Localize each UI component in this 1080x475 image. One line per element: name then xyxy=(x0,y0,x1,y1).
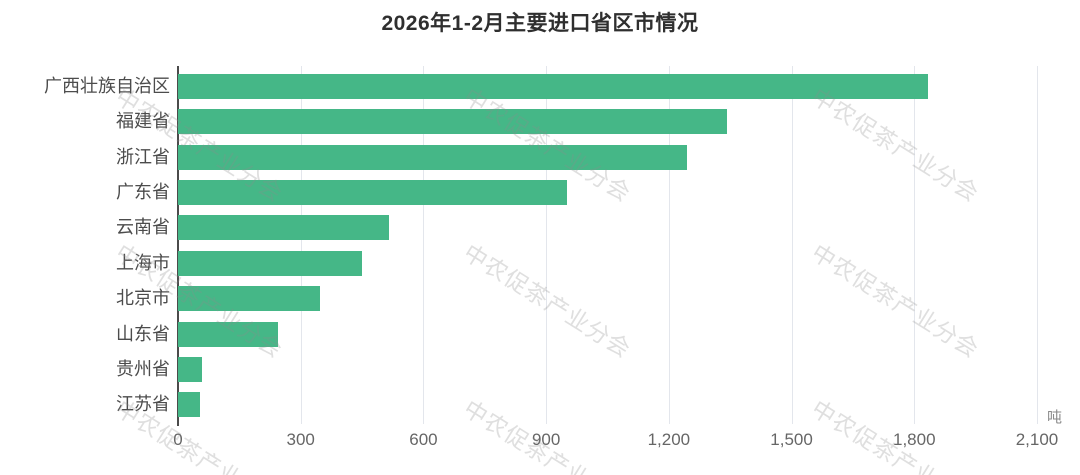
category-label: 贵州省 xyxy=(116,359,170,379)
bar xyxy=(178,215,390,241)
x-tick-label: 1,200 xyxy=(647,430,691,449)
category-label: 上海市 xyxy=(116,252,170,273)
gridline xyxy=(914,66,916,424)
y-axis-line xyxy=(177,66,179,426)
x-tick-label: 1,800 xyxy=(893,430,936,449)
x-tick-label: 600 xyxy=(409,430,438,449)
category-label: 福建省 xyxy=(116,111,170,132)
axis-unit-label: 吨 xyxy=(1046,409,1062,426)
gridline xyxy=(668,66,670,424)
x-tick-label: 900 xyxy=(531,430,561,449)
category-label: 江苏省 xyxy=(116,394,170,415)
x-tick-label: 2,100 xyxy=(1015,430,1059,449)
category-label: 广西壮族自治区 xyxy=(44,75,170,96)
category-label: 山东省 xyxy=(116,323,170,344)
gridline xyxy=(791,66,793,424)
bar xyxy=(178,180,568,205)
category-label: 浙江省 xyxy=(116,146,170,167)
bar xyxy=(178,250,362,276)
category-label: 广东省 xyxy=(116,182,170,202)
x-tick-label: 0 xyxy=(173,430,183,449)
bar xyxy=(178,357,202,382)
chart-title: 2026年1-2月主要进口省区市情况 xyxy=(381,12,699,35)
x-tick-label: 300 xyxy=(286,430,315,449)
category-label: 云南省 xyxy=(116,217,170,238)
bar xyxy=(178,321,278,347)
bar xyxy=(178,73,929,99)
bar xyxy=(178,286,320,312)
gridline xyxy=(423,66,425,424)
x-tick-label: 1,500 xyxy=(770,430,813,449)
category-label: 北京市 xyxy=(116,288,170,309)
bar xyxy=(178,109,728,135)
bar xyxy=(178,144,687,170)
bar xyxy=(178,392,200,418)
gridline xyxy=(300,66,302,424)
gridline xyxy=(1037,66,1038,424)
gridline xyxy=(546,66,548,424)
